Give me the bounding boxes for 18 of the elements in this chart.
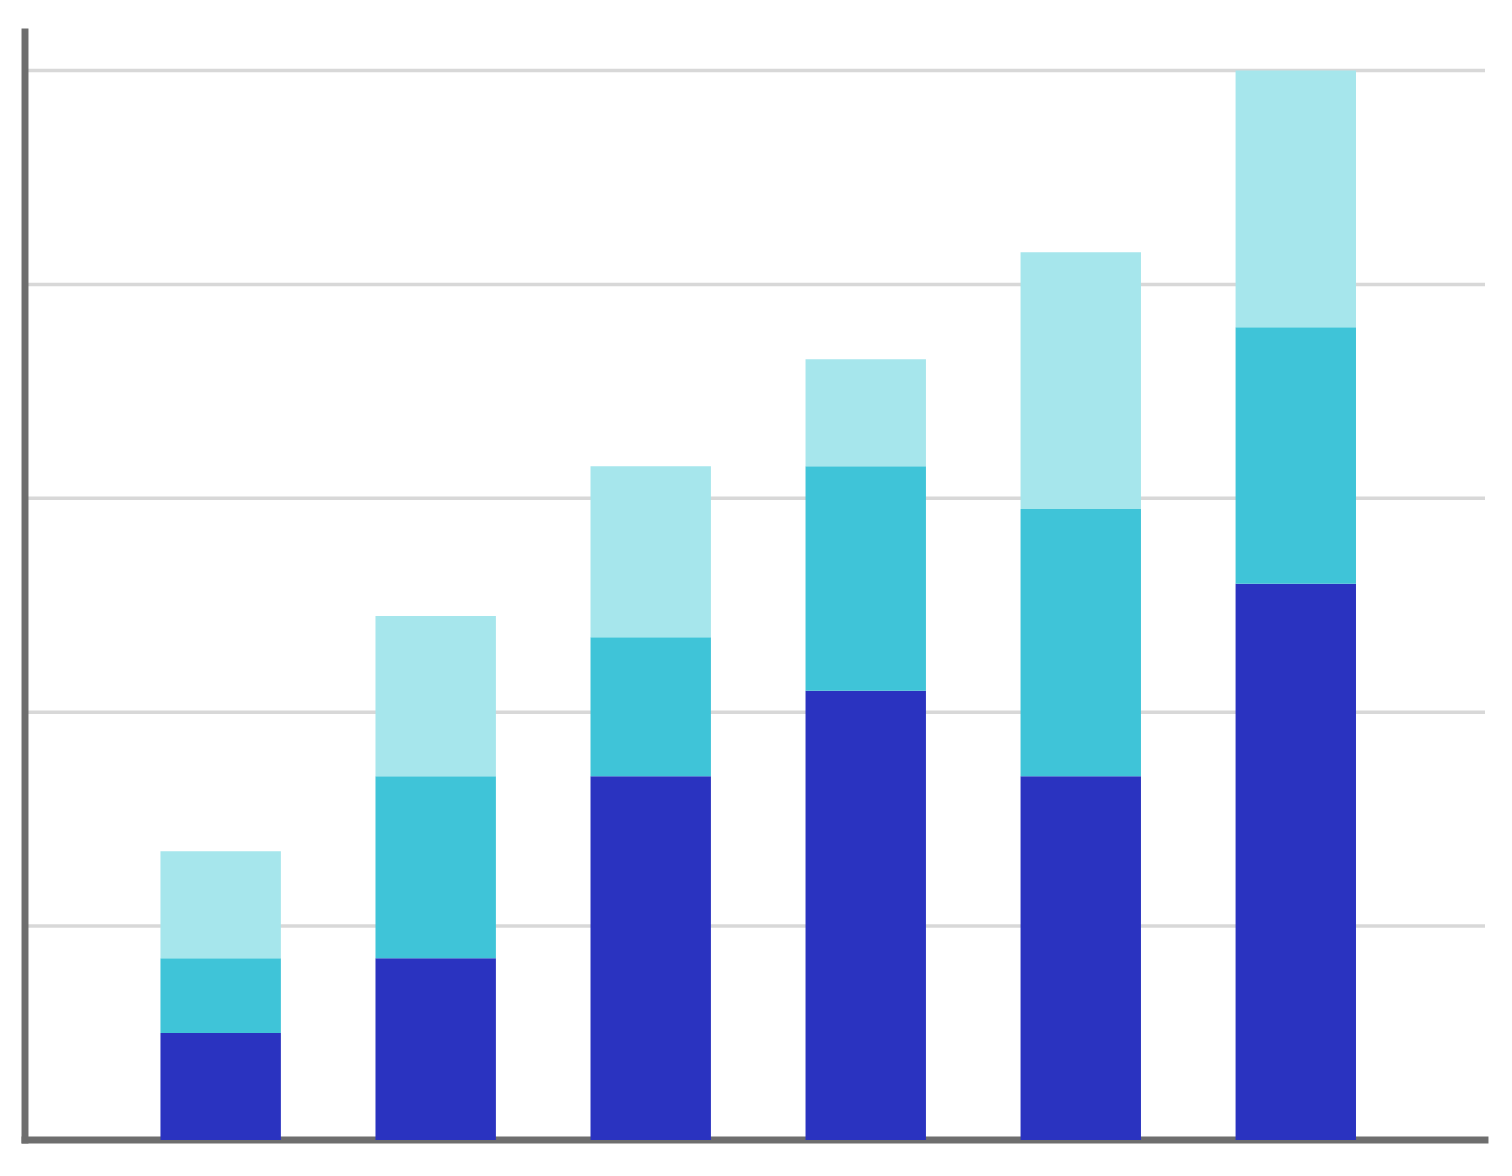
bar	[1020, 776, 1141, 1140]
bar	[375, 615, 496, 777]
bar	[1020, 509, 1141, 777]
bar	[805, 466, 926, 691]
bar	[160, 851, 281, 959]
bar	[160, 1033, 281, 1140]
bar	[805, 359, 926, 467]
bar	[805, 690, 926, 1140]
bar	[1235, 327, 1356, 584]
bar	[590, 637, 711, 777]
bar	[375, 958, 496, 1140]
bar	[590, 776, 711, 1140]
bar	[1020, 252, 1141, 509]
bar	[1235, 583, 1356, 1140]
bar	[590, 466, 711, 638]
bar	[1235, 70, 1356, 328]
bar	[375, 776, 496, 959]
bar	[160, 958, 281, 1034]
